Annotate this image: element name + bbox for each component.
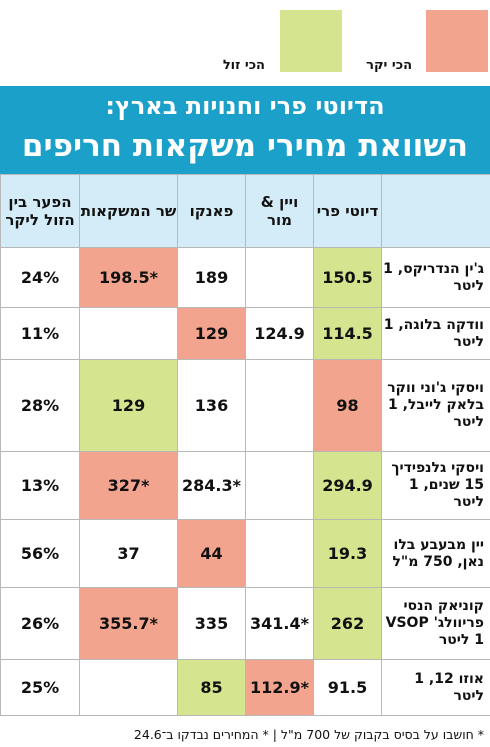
table-row: אוזו 12, 1 ליטר 91.5 *112.9 85 25% bbox=[0, 659, 490, 716]
legend: הכי יקר הכי זול bbox=[0, 0, 490, 86]
gap-percent-cell: 25% bbox=[0, 659, 80, 716]
column-header-duty-free: דיוטי פרי bbox=[313, 174, 382, 248]
table-row: וודקה בלוגה, 1 ליטר 114.5 124.9 129 11% bbox=[0, 307, 490, 360]
gap-percent-cell: 24% bbox=[0, 247, 80, 308]
product-name-cell: אוזו 12, 1 ליטר bbox=[381, 659, 490, 716]
footnote: * חושבו על בסיס בקבוק של 700 מ"ל | * המח… bbox=[133, 727, 484, 742]
title-banner: הדיוטי פרי וחנויות בארץ: השוואת מחירי מש… bbox=[0, 86, 490, 174]
table-row: יין מבעבע בלו נאן, 750 מ"ל 19.3 44 37 56% bbox=[0, 519, 490, 588]
column-header-product bbox=[381, 174, 490, 248]
price-cell: 19.3 bbox=[313, 519, 382, 588]
price-cell: 85 bbox=[177, 659, 246, 716]
price-cell: 98 bbox=[313, 359, 382, 452]
column-header-gap: הפער בין הזול ליקר bbox=[0, 174, 80, 248]
product-name-cell: קוניאק הנסי פריוולג' VSOP 1 ליטר bbox=[381, 587, 490, 660]
price-cell bbox=[79, 307, 178, 360]
price-cell: 114.5 bbox=[313, 307, 382, 360]
product-name-cell: וודקה בלוגה, 1 ליטר bbox=[381, 307, 490, 360]
gap-percent-cell: 13% bbox=[0, 451, 80, 520]
table-row: ויסקי גלנפידיך 15 שנים, 1 ליטר 294.9 *284.… bbox=[0, 451, 490, 520]
price-cell bbox=[245, 247, 314, 308]
price-cell: *284.3 bbox=[177, 451, 246, 520]
title-line-2: השוואת מחירי משקאות חריפים bbox=[21, 128, 469, 164]
product-name-cell: ויסקי גלנפידיך 15 שנים, 1 ליטר bbox=[381, 451, 490, 520]
table-header-row: דיוטי פרי ויין & מור פאנקו שר המשקאות הפ… bbox=[0, 174, 490, 248]
product-name-cell: ג'ין הנדריקס, 1 ליטר bbox=[381, 247, 490, 308]
price-cell: *327 bbox=[79, 451, 178, 520]
price-cell: 124.9 bbox=[245, 307, 314, 360]
table-row: ויסקי ג'וני ווקר בלאק לייבל, 1 ליטר 98 136… bbox=[0, 359, 490, 452]
price-cell: 189 bbox=[177, 247, 246, 308]
legend-cheap-label: הכי זול bbox=[222, 58, 265, 73]
table-row: ג'ין הנדריקס, 1 ליטר 150.5 189 *198.5 24% bbox=[0, 247, 490, 308]
product-name-cell: יין מבעבע בלו נאן, 750 מ"ל bbox=[381, 519, 490, 588]
legend-cheap-swatch bbox=[280, 10, 342, 72]
price-cell: *198.5 bbox=[79, 247, 178, 308]
legend-expensive-swatch bbox=[426, 10, 488, 72]
product-name-cell: ויסקי ג'וני ווקר בלאק לייבל, 1 ליטר bbox=[381, 359, 490, 452]
legend-expensive-label: הכי יקר bbox=[366, 58, 412, 73]
gap-percent-cell: 11% bbox=[0, 307, 80, 360]
column-header-panko: פאנקו bbox=[177, 174, 246, 248]
title-line-1: הדיוטי פרי וחנויות בארץ: bbox=[105, 92, 385, 120]
price-cell: 129 bbox=[177, 307, 246, 360]
price-cell: 150.5 bbox=[313, 247, 382, 308]
price-comparison-table: דיוטי פרי ויין & מור פאנקו שר המשקאות הפ… bbox=[0, 174, 490, 716]
price-cell: 294.9 bbox=[313, 451, 382, 520]
gap-percent-cell: 28% bbox=[0, 359, 80, 452]
table-row: קוניאק הנסי פריוולג' VSOP 1 ליטר 262 *341.… bbox=[0, 587, 490, 660]
gap-percent-cell: 26% bbox=[0, 587, 80, 660]
price-cell: 335 bbox=[177, 587, 246, 660]
price-cell: 136 bbox=[177, 359, 246, 452]
column-header-sar-hamashkaot: שר המשקאות bbox=[79, 174, 178, 248]
price-cell: *355.7 bbox=[79, 587, 178, 660]
price-cell: 37 bbox=[79, 519, 178, 588]
price-cell: 129 bbox=[79, 359, 178, 452]
price-cell bbox=[245, 451, 314, 520]
price-cell: *341.4 bbox=[245, 587, 314, 660]
price-cell: 44 bbox=[177, 519, 246, 588]
price-cell: 262 bbox=[313, 587, 382, 660]
column-header-wine-and-more: ויין & מור bbox=[245, 174, 314, 248]
price-cell: 91.5 bbox=[313, 659, 382, 716]
price-cell bbox=[245, 519, 314, 588]
price-cell bbox=[245, 359, 314, 452]
price-cell: *112.9 bbox=[245, 659, 314, 716]
gap-percent-cell: 56% bbox=[0, 519, 80, 588]
price-cell bbox=[79, 659, 178, 716]
